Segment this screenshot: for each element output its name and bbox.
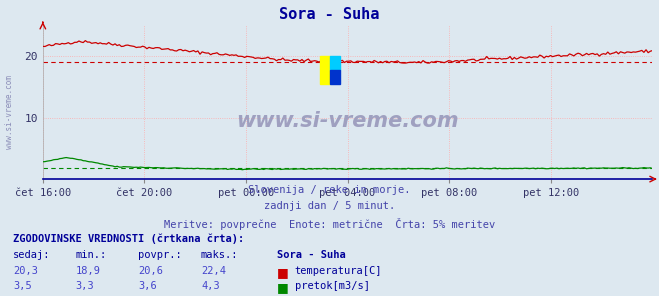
Text: 3,6: 3,6: [138, 281, 157, 291]
Text: Meritve: povprečne  Enote: metrične  Črta: 5% meritev: Meritve: povprečne Enote: metrične Črta:…: [164, 218, 495, 230]
Text: ■: ■: [277, 266, 289, 279]
Text: Sora - Suha: Sora - Suha: [279, 7, 380, 22]
Text: povpr.:: povpr.:: [138, 250, 182, 260]
Text: sedaj:: sedaj:: [13, 250, 51, 260]
Text: temperatura[C]: temperatura[C]: [295, 266, 382, 276]
FancyBboxPatch shape: [330, 56, 340, 70]
Text: min.:: min.:: [76, 250, 107, 260]
Text: 20,6: 20,6: [138, 266, 163, 276]
Text: 22,4: 22,4: [201, 266, 226, 276]
Text: www.si-vreme.com: www.si-vreme.com: [5, 75, 14, 149]
Text: 4,3: 4,3: [201, 281, 219, 291]
Text: 20,3: 20,3: [13, 266, 38, 276]
Text: pretok[m3/s]: pretok[m3/s]: [295, 281, 370, 291]
Text: maks.:: maks.:: [201, 250, 239, 260]
Text: zadnji dan / 5 minut.: zadnji dan / 5 minut.: [264, 201, 395, 211]
Text: ■: ■: [277, 281, 289, 294]
Text: 3,5: 3,5: [13, 281, 32, 291]
Text: 3,3: 3,3: [76, 281, 94, 291]
Text: 18,9: 18,9: [76, 266, 101, 276]
FancyBboxPatch shape: [320, 56, 330, 84]
Text: ZGODOVINSKE VREDNOSTI (črtkana črta):: ZGODOVINSKE VREDNOSTI (črtkana črta):: [13, 234, 244, 244]
FancyBboxPatch shape: [330, 70, 340, 84]
Text: Sora - Suha: Sora - Suha: [277, 250, 345, 260]
Text: www.si-vreme.com: www.si-vreme.com: [237, 111, 459, 131]
Text: Slovenija / reke in morje.: Slovenija / reke in morje.: [248, 185, 411, 195]
